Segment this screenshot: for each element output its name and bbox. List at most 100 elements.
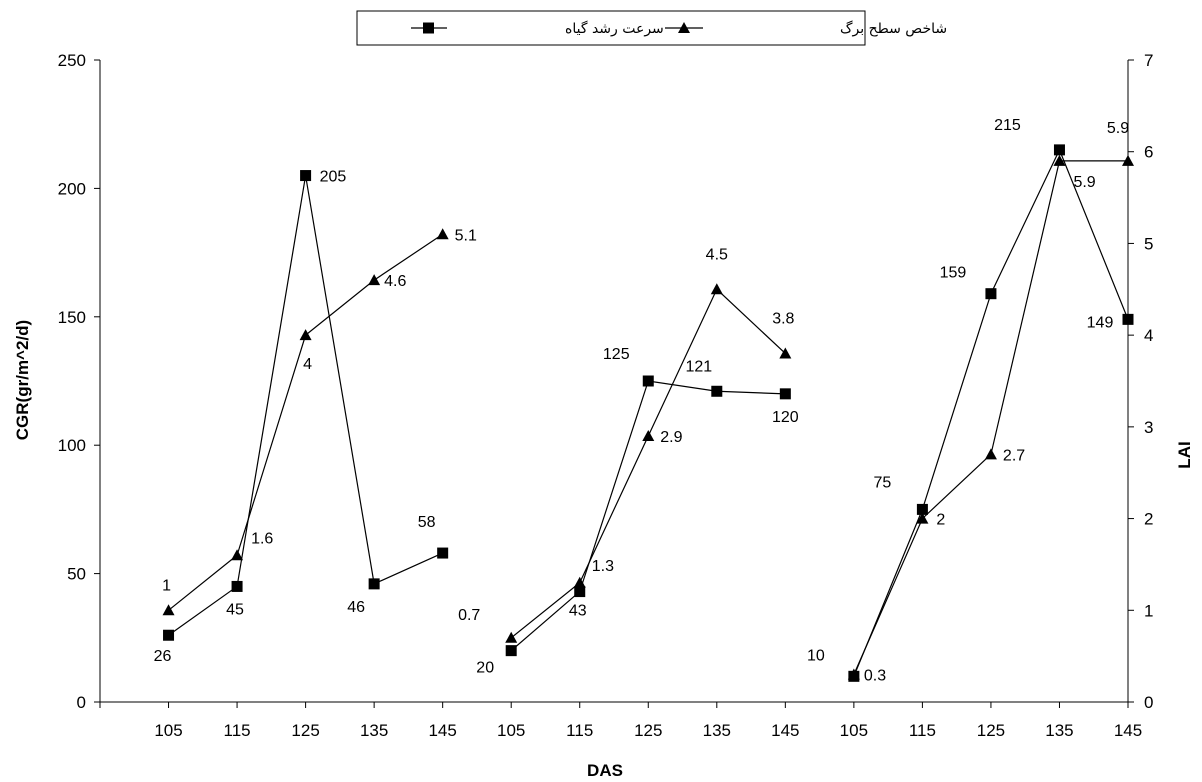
lai-data-label: 2.9 — [660, 429, 682, 446]
cgr-square-marker — [368, 578, 380, 590]
cgr-data-label: 120 — [772, 409, 799, 426]
lai-triangle-marker — [779, 347, 792, 359]
x-tick-label: 105 — [497, 721, 525, 740]
x-tick-label: 115 — [566, 721, 593, 740]
cgr-data-label: 215 — [994, 117, 1021, 134]
cgr-square-marker — [916, 503, 928, 515]
y-tick-right-label: 7 — [1144, 51, 1153, 70]
cgr-square-marker — [300, 170, 312, 182]
lai-triangle-marker — [573, 576, 586, 588]
y-tick-right-label: 5 — [1144, 234, 1153, 253]
cgr-data-label: 149 — [1087, 314, 1114, 331]
lai-data-label: 0.3 — [864, 667, 886, 684]
y-tick-right-label: 6 — [1144, 143, 1153, 162]
cgr-series-line-2 — [510, 380, 786, 652]
lai-data-label: 2 — [936, 512, 945, 529]
y-tick-left-label: 100 — [58, 436, 86, 455]
axes — [99, 60, 1129, 703]
legend: سرعت رشد گیاه شاخص سطح برگ — [356, 10, 947, 46]
x-tick-label: 115 — [224, 721, 251, 740]
x-tick-label: 135 — [360, 721, 388, 740]
y-tick-left-label: 0 — [77, 693, 86, 712]
y-axis-title-right: LAI — [1175, 441, 1194, 468]
x-tick-label: 145 — [1114, 721, 1142, 740]
x-tick-label: 135 — [1045, 721, 1073, 740]
lai-triangle-marker — [436, 228, 449, 240]
cgr-data-label: 26 — [154, 648, 172, 665]
lai-data-label: 5.9 — [1073, 174, 1095, 191]
lai-triangle-marker — [710, 283, 723, 295]
cgr-square-marker — [711, 385, 723, 397]
cgr-square-marker — [642, 375, 654, 387]
lai-triangle-marker — [916, 512, 929, 524]
y-tick-left-label: 250 — [58, 51, 86, 70]
y-axis-title-left: CGR(gr/m^2/d) — [13, 320, 32, 440]
cgr-square-marker — [1122, 313, 1134, 325]
cgr-square-marker — [163, 629, 175, 641]
lai-data-label: 4.6 — [384, 273, 406, 290]
plot-series — [162, 144, 1134, 682]
y-tick-right-label: 2 — [1144, 510, 1153, 529]
x-tick-label: 105 — [154, 721, 182, 740]
lai-triangle-marker — [642, 430, 655, 442]
cgr-square-marker — [985, 288, 997, 300]
lai-triangle-marker — [847, 668, 860, 680]
cgr-series-line-1 — [168, 175, 443, 636]
cgr-data-label: 45 — [226, 601, 244, 618]
cgr-data-label: 75 — [874, 474, 892, 491]
cgr-data-label: 121 — [685, 358, 712, 375]
x-tick-label: 125 — [977, 721, 1005, 740]
cgr-data-label: 46 — [347, 599, 365, 616]
legend-cgr-square-marker — [423, 22, 434, 34]
lai-data-label: 5.1 — [455, 227, 477, 244]
y-tick-left-label: 200 — [58, 179, 86, 198]
lai-triangle-marker — [984, 448, 997, 460]
cgr-data-label: 10 — [807, 647, 825, 664]
cgr-square-marker — [231, 580, 243, 592]
x-tick-label: 115 — [909, 721, 936, 740]
lai-triangle-marker — [368, 274, 381, 286]
x-tick-label: 135 — [703, 721, 731, 740]
lai-triangle-marker — [162, 604, 175, 616]
lai-data-label: 4 — [303, 356, 312, 373]
cgr-data-label: 159 — [940, 265, 967, 282]
cgr-square-marker — [505, 645, 517, 657]
lai-triangle-marker — [505, 631, 518, 643]
y-tick-right-label: 3 — [1144, 418, 1153, 437]
lai-series-line-3 — [853, 160, 1128, 675]
cgr-data-label: 58 — [418, 514, 436, 531]
cgr-data-label: 125 — [603, 346, 630, 363]
x-tick-label: 145 — [428, 721, 456, 740]
lai-data-label: 1.3 — [592, 558, 614, 575]
cgr-data-label: 20 — [476, 660, 494, 677]
lai-series-line-1 — [168, 233, 444, 611]
x-tick-label: 145 — [771, 721, 799, 740]
lai-series-line-2 — [510, 288, 786, 639]
lai-data-label: 5.9 — [1107, 120, 1129, 137]
cgr-square-marker — [1053, 144, 1065, 156]
lai-data-label: 3.8 — [772, 310, 794, 327]
lai-triangle-marker — [1053, 154, 1066, 166]
lai-triangle-marker — [231, 549, 244, 561]
cgr-square-marker — [574, 586, 586, 598]
cgr-data-label: 43 — [569, 603, 587, 620]
cgr-square-marker — [437, 547, 449, 559]
cgr-data-label: 205 — [320, 169, 347, 186]
x-tick-label: 125 — [634, 721, 662, 740]
x-tick-label: 125 — [291, 721, 319, 740]
lai-data-label: 0.7 — [458, 607, 480, 624]
lai-data-label: 1 — [162, 577, 171, 594]
legend-lai-triangle-marker — [678, 22, 690, 33]
cgr-series-line-3 — [853, 148, 1129, 677]
lai-triangle-marker — [1122, 154, 1134, 166]
lai-triangle-marker — [299, 329, 312, 341]
y-tick-right-label: 4 — [1144, 326, 1153, 345]
y-tick-left-label: 150 — [58, 308, 86, 327]
lai-data-label: 4.5 — [706, 246, 728, 263]
legend-lai-label: شاخص سطح برگ — [840, 19, 947, 37]
lai-data-label: 2.7 — [1003, 447, 1025, 464]
y-tick-right-label: 0 — [1144, 693, 1153, 712]
data-labels: 26 45 205 46 58 1 1.6 4 4.6 5.1 20 43 125 121 120 0.7 1.… — [154, 117, 1130, 685]
